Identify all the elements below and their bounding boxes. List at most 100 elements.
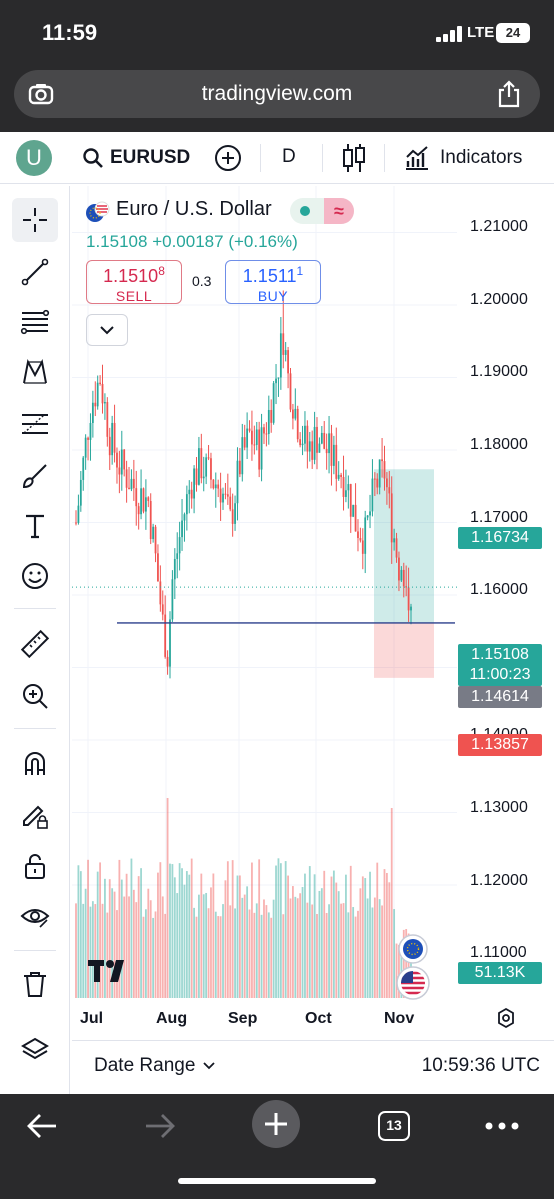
avatar[interactable]: U — [16, 140, 52, 176]
candle-body — [183, 514, 186, 521]
tabs-button[interactable]: 13 — [372, 1106, 416, 1146]
market-status-badge[interactable]: ≈ — [290, 198, 354, 224]
text-icon — [26, 514, 44, 539]
brush-tool[interactable] — [12, 454, 58, 498]
gear-icon[interactable] — [494, 1006, 518, 1030]
ruler-icon — [20, 629, 50, 659]
candle-body — [234, 503, 236, 524]
site-settings-icon[interactable] — [28, 82, 54, 106]
more-button[interactable] — [480, 1106, 524, 1146]
volume-bar — [219, 916, 222, 998]
candle-body — [255, 429, 258, 445]
candle-body — [400, 569, 403, 581]
candle-body — [251, 430, 253, 445]
chart-pane[interactable] — [72, 186, 554, 1046]
fib-tool[interactable] — [12, 300, 58, 344]
volume-bar — [373, 897, 376, 998]
indicators-button[interactable]: Indicators — [404, 142, 522, 174]
volume-bar — [306, 902, 309, 998]
volume-bar — [152, 917, 155, 998]
volume-bar — [226, 861, 229, 998]
sell-button[interactable]: 1.15108 SELL — [86, 260, 182, 304]
eur-event-icon[interactable] — [398, 934, 428, 964]
share-icon[interactable] — [496, 80, 522, 108]
volume-bar — [236, 875, 239, 998]
lock-drawings-tool[interactable] — [12, 794, 58, 838]
eye-tool[interactable] — [12, 894, 58, 938]
volume-bar — [185, 871, 188, 998]
buy-button[interactable]: 1.15111 BUY — [225, 260, 321, 304]
volume-bar — [289, 898, 292, 998]
volume-bar — [342, 903, 345, 998]
pattern-tool[interactable] — [12, 350, 58, 394]
candle-body — [359, 538, 362, 541]
date-range-button[interactable]: Date Range — [94, 1055, 216, 1077]
data-wave-icon: ≈ — [324, 198, 354, 224]
volume-bar — [142, 916, 145, 998]
remove-drawings-tool[interactable] — [12, 962, 58, 1006]
candle-body — [340, 474, 343, 477]
crosshair-tool[interactable] — [12, 198, 58, 242]
candle-body — [171, 579, 174, 620]
candle-body — [308, 441, 311, 452]
candle-body — [157, 553, 159, 582]
back-button[interactable] — [20, 1106, 64, 1146]
projection-tool[interactable] — [12, 402, 58, 446]
object-tree-tool[interactable] — [12, 1028, 58, 1072]
candle-body — [311, 441, 314, 460]
candle-body — [366, 515, 369, 518]
volume-bar — [255, 903, 258, 998]
indicators-icon — [406, 146, 428, 170]
new-tab-button[interactable] — [252, 1100, 300, 1148]
volume-bar — [84, 888, 87, 998]
candle-body — [345, 490, 347, 497]
zoom-in-tool[interactable] — [12, 674, 58, 718]
interval-button[interactable]: D — [282, 146, 296, 167]
text-tool[interactable] — [12, 504, 58, 548]
symbol-title[interactable]: Euro / U.S. Dollar — [116, 198, 272, 220]
time-tick: Oct — [305, 1010, 332, 1027]
volume-bar — [243, 894, 246, 998]
candle-body — [159, 581, 162, 605]
volume-bar — [140, 868, 142, 998]
candle-body — [113, 422, 116, 453]
volume-bar — [217, 916, 220, 998]
add-symbol-icon[interactable] — [214, 144, 242, 172]
trend-line-tool[interactable] — [12, 250, 58, 294]
volume-bar — [171, 864, 174, 998]
url-bar[interactable]: tradingview.com — [14, 70, 540, 118]
symbol-search-button[interactable]: EURUSD — [82, 144, 190, 172]
candle-body — [161, 604, 164, 615]
candle-body — [118, 467, 121, 475]
candle-body — [376, 478, 379, 488]
tradingview-logo — [88, 960, 124, 982]
candle-body — [395, 538, 398, 558]
volume-bar — [325, 912, 328, 998]
volume-bar — [320, 888, 323, 998]
time-tick: Aug — [156, 1010, 188, 1027]
unlock-tool[interactable] — [12, 844, 58, 888]
url-text[interactable]: tradingview.com — [201, 82, 353, 105]
utc-clock[interactable]: 10:59:36 UTC — [421, 1055, 540, 1076]
candle-body — [111, 422, 114, 456]
emoji-tool[interactable] — [12, 554, 58, 598]
volume-bar — [248, 909, 251, 998]
forward-button[interactable] — [138, 1106, 182, 1146]
volume-bar — [190, 858, 193, 998]
magnet-tool[interactable] — [12, 742, 58, 786]
ruler-tool[interactable] — [12, 622, 58, 666]
candle-body — [270, 409, 273, 423]
candle-body — [253, 444, 256, 446]
volume-bar — [390, 808, 393, 998]
price-chart[interactable] — [72, 186, 554, 1046]
usd-event-icon[interactable] — [396, 966, 430, 1000]
volume-bar — [316, 913, 318, 998]
candle-body — [301, 443, 304, 446]
candle-body — [287, 350, 289, 374]
volume-bar — [376, 862, 379, 998]
volume-bar — [402, 929, 405, 998]
legend-collapse-button[interactable] — [86, 314, 128, 346]
home-indicator — [178, 1178, 376, 1184]
candles-icon[interactable] — [342, 142, 366, 174]
candle-body — [125, 469, 128, 488]
